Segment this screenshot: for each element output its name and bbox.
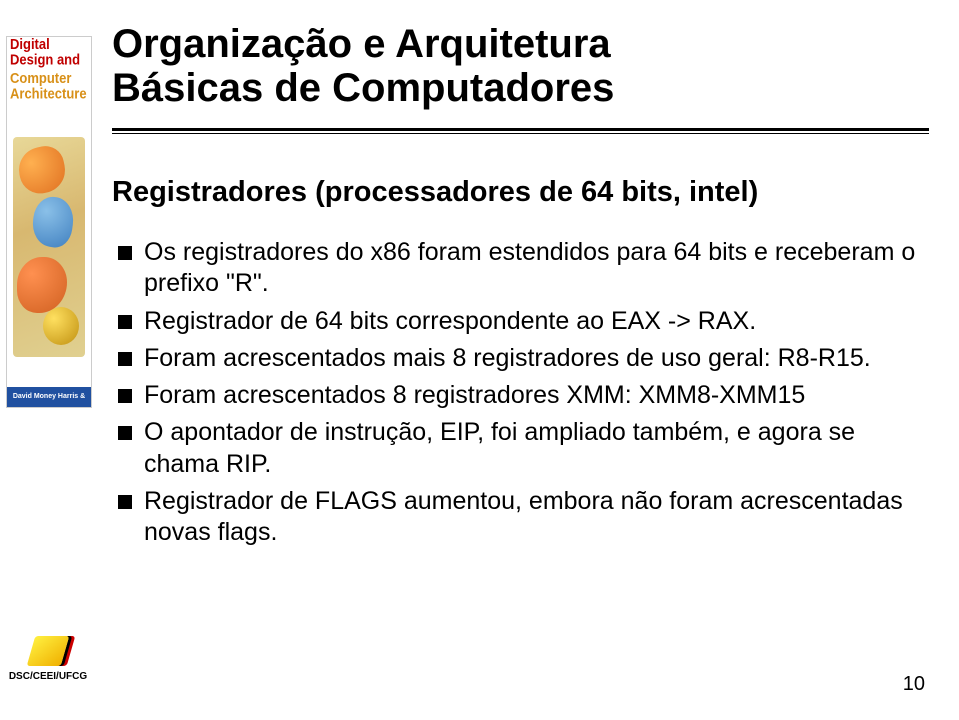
slide-content: Registradores (processadores de 64 bits,… xyxy=(112,176,919,554)
bullet-item: Foram acrescentados 8 registradores XMM:… xyxy=(112,380,919,411)
bullet-item: Os registradores do x86 foram estendidos… xyxy=(112,237,919,300)
institution-label: DSC/CEEI/UFCG xyxy=(8,671,88,682)
bullet-item: Registrador de FLAGS aumentou, embora nã… xyxy=(112,486,919,549)
sidebar: Digital Design and Computer Architecture… xyxy=(0,0,96,720)
bullet-list: Os registradores do x86 foram estendidos… xyxy=(112,237,919,548)
title-rule-thin xyxy=(112,133,929,134)
book-cover-thumbnail: Digital Design and Computer Architecture… xyxy=(6,36,92,408)
book-cover-art xyxy=(13,137,85,357)
bullet-item: O apontador de instrução, EIP, foi ampli… xyxy=(112,417,919,480)
slide-subtitle: Registradores (processadores de 64 bits,… xyxy=(112,176,919,209)
page-number: 10 xyxy=(903,673,925,696)
slide-title-line1: Organização e Arquitetura xyxy=(112,22,611,66)
bullet-item: Registrador de 64 bits correspondente ao… xyxy=(112,306,919,337)
bullet-item: Foram acrescentados mais 8 registradores… xyxy=(112,343,919,374)
institution-logo: DSC/CEEI/UFCG xyxy=(8,636,88,696)
slide-title-line2: Básicas de Computadores xyxy=(112,66,614,110)
title-rule-thick xyxy=(112,128,929,131)
book-title-line2: Computer Architecture xyxy=(10,71,88,102)
slide-title: Organização e Arquitetura Básicas de Com… xyxy=(112,22,929,110)
book-author: David Money Harris & Sarah L. Harris xyxy=(7,387,91,407)
book-title-line1: Digital Design and xyxy=(10,37,88,68)
